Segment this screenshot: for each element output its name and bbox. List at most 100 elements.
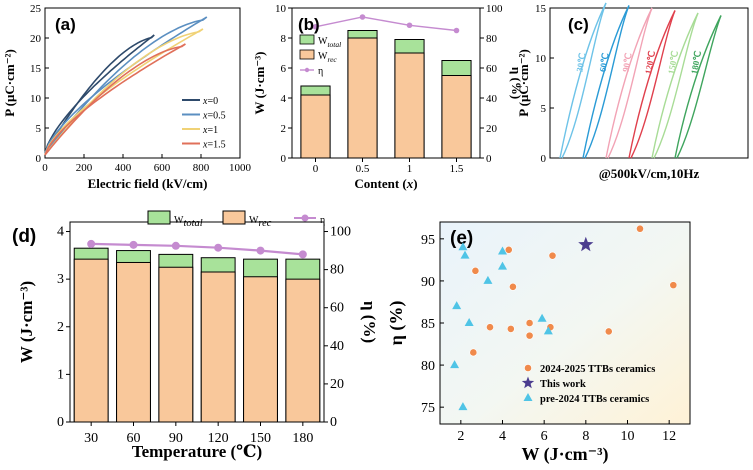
eta-line — [91, 242, 303, 256]
loop-line-120℃ — [630, 10, 676, 159]
data-point — [469, 348, 478, 357]
x-tick-label: 200 — [76, 162, 93, 174]
x-axis-label: Electric field (kV/cm) — [88, 176, 208, 191]
bar-w-rec — [243, 276, 278, 423]
panel-e-comparison-scatter: 2 4 6 8 10 12 75 80 85 90 95 W (J·cm⁻³) η (%) (e) 2024… — [386, 221, 691, 465]
y-axis-label: W (J·cm⁻³) — [17, 281, 36, 363]
x-tick-label: 2 — [457, 429, 464, 444]
legend-label: x=1 — [202, 125, 218, 136]
y-tick-label: 15 — [30, 63, 42, 75]
legend-swatch — [147, 210, 171, 225]
data-point — [537, 313, 547, 322]
y-tick-label: 8 — [281, 33, 287, 45]
data-point — [506, 324, 515, 333]
legend-label: 2024-2025 TTBs ceramics — [540, 364, 655, 375]
eta-point — [256, 246, 265, 255]
x-tick-label: 10 — [621, 429, 635, 444]
y2-tick-label: 40 — [330, 339, 344, 354]
data-point — [548, 251, 557, 260]
series-line-1.5 — [44, 43, 186, 156]
eta-point — [312, 23, 319, 30]
y-tick-label: 15 — [535, 3, 547, 15]
x-tick-label: 0.5 — [356, 163, 370, 175]
x-axis-label: W (J·cm⁻³) — [521, 444, 608, 465]
data-point — [509, 282, 517, 291]
y-tick-label: 0 — [36, 153, 42, 165]
legend-marker — [523, 393, 533, 401]
plot-background — [439, 221, 691, 425]
y-axis-label: η (%) — [386, 301, 407, 346]
loop-line-60℃ — [582, 5, 630, 159]
y2-tick-label: 60 — [330, 301, 344, 316]
data-point — [525, 331, 534, 340]
series-line-0.5 — [44, 16, 208, 154]
data-point — [543, 326, 553, 335]
legend-label: x=0 — [202, 96, 218, 107]
loop-label: 180℃ — [689, 50, 703, 75]
x-tick-label: 1.5 — [450, 163, 464, 175]
y2-axis-label: η (%) — [360, 301, 379, 343]
panel-a-polarization: 0 200 400 600 800 1000 0 5 10 15 20 25 Electric fiel… — [2, 3, 252, 191]
y2-tick-label: 80 — [330, 263, 344, 278]
eta-point — [129, 240, 138, 249]
annotation-text: @500kV/cm,10Hz — [599, 166, 700, 181]
x-tick-label: 800 — [193, 162, 210, 174]
y-tick-label: 85 — [421, 317, 435, 332]
loop-line-30℃ — [559, 2, 607, 159]
panel-d-temperature-bars: 30 60 90 120 150 18001234020406080100Temperat… — [12, 210, 379, 461]
y2-axis-label: η (%) — [509, 67, 524, 99]
y-tick-label: 80 — [421, 359, 435, 374]
data-point — [604, 327, 613, 336]
y-tick-label: 5 — [36, 123, 42, 135]
plot-frame — [549, 7, 749, 159]
panel-label: (b) — [298, 15, 320, 34]
y2-tick-label: 0 — [486, 153, 492, 165]
y2-tick-label: 20 — [330, 377, 344, 392]
legend-label: x=0.5 — [202, 111, 226, 122]
y-tick-label: 6 — [281, 63, 287, 75]
x-tick-label: 180 — [292, 431, 313, 446]
data-point — [458, 402, 468, 411]
loop-line-120℃ — [628, 10, 676, 159]
bar-w-rec — [73, 258, 109, 423]
data-point — [525, 319, 534, 327]
data-point — [483, 275, 493, 284]
data-point — [486, 323, 494, 332]
x-tick-label: 6 — [541, 429, 548, 444]
y-tick-label: 4 — [281, 93, 287, 105]
legend-label: η — [318, 66, 323, 77]
y-tick-label: 0 — [281, 153, 287, 165]
bar-w-rec — [158, 266, 194, 423]
bar-w-rec — [116, 261, 151, 423]
loop-line-90℃ — [605, 7, 653, 159]
y2-tick-label: 60 — [486, 63, 498, 75]
data-point — [578, 236, 594, 252]
bar-w-rec — [347, 37, 378, 159]
x-tick-label: 90 — [169, 431, 183, 446]
panel-c-temperature-loops: 0 5 10 15 P (μC·cm⁻²) (c) 30℃ 60℃ 90℃ 120℃ 150℃ 180… — [516, 2, 749, 181]
y-tick-label: 10 — [535, 53, 547, 65]
x-axis-label: Temperature (℃) — [132, 442, 262, 461]
x-axis-label: Content (x) — [354, 176, 417, 191]
y-axis-label: P (μC·cm⁻²) — [516, 49, 531, 117]
x-tick-label: 8 — [582, 429, 589, 444]
series-line-1 — [44, 28, 204, 155]
data-point — [498, 261, 507, 270]
loop-line-30℃ — [561, 2, 607, 159]
y-tick-label: 4 — [57, 225, 64, 240]
y-tick-label: 20 — [30, 33, 42, 45]
legend-swatch — [299, 34, 315, 45]
loop-label: 30℃ — [574, 52, 587, 73]
y-tick-label: 25 — [30, 3, 42, 15]
legend-swatch — [299, 49, 315, 60]
y-tick-label: 0 — [541, 153, 547, 165]
data-point — [460, 250, 470, 259]
legend-label: Wtotal — [318, 36, 341, 49]
legend-label: Wtotal — [174, 215, 203, 229]
legend-marker — [524, 364, 532, 372]
legend-label: η — [320, 215, 325, 226]
data-point — [471, 266, 480, 275]
y-axis-label: P (μC·cm⁻²) — [2, 49, 17, 117]
series-line-0.5 — [44, 16, 208, 154]
data-point — [669, 281, 678, 290]
